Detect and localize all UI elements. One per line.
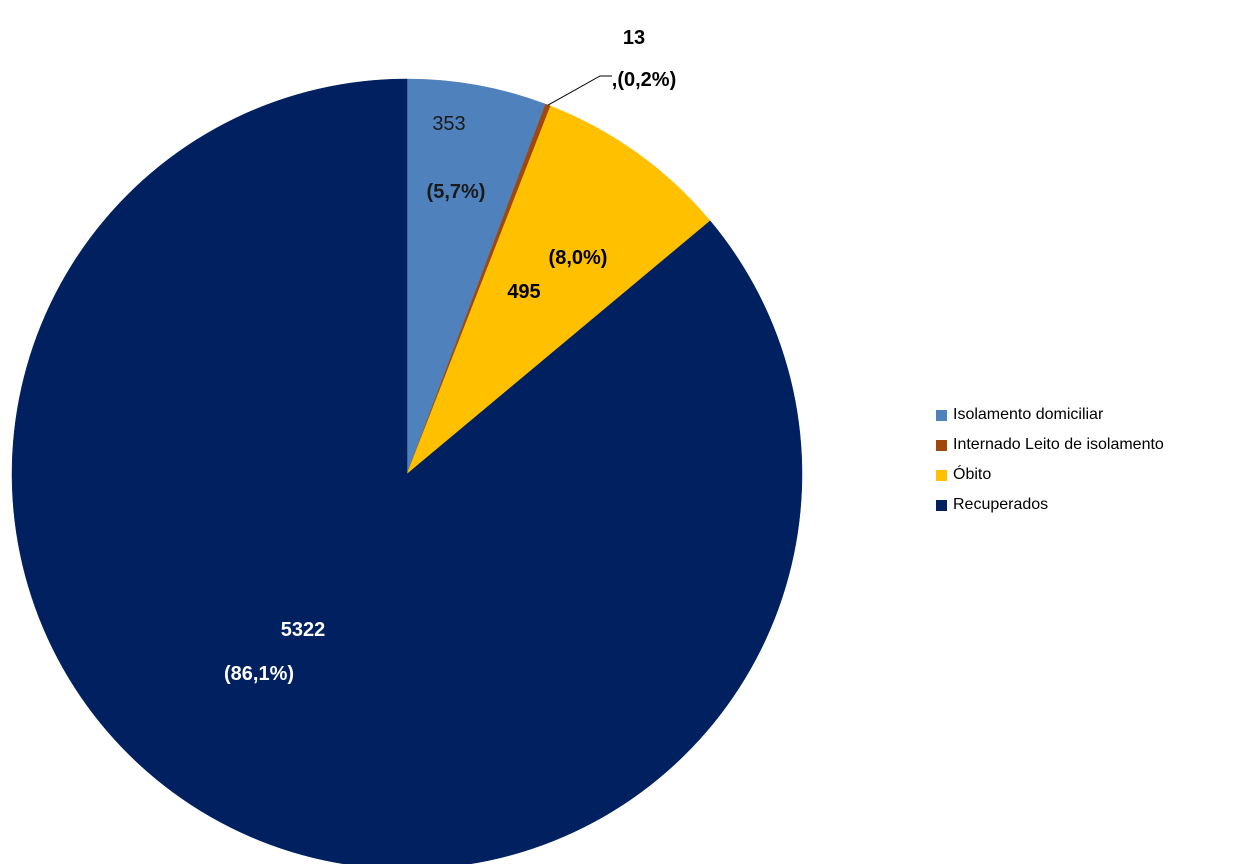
legend-swatch <box>936 469 947 481</box>
legend-item-obito: Óbito <box>936 460 1236 490</box>
pie-slice-2 <box>406 105 711 475</box>
data-label-percent-1: ,(0,2%) <box>612 69 676 91</box>
legend-label: Óbito <box>953 466 992 483</box>
leader-line <box>547 75 612 106</box>
data-label-value-2: 495 <box>507 281 540 303</box>
chart-legend: Isolamento domiciliar Internado Leito de… <box>936 400 1236 520</box>
pie-slice-3 <box>11 78 803 864</box>
data-label-percent-3: (86,1%) <box>224 663 294 685</box>
pie-slice-0 <box>406 78 546 475</box>
data-label-value-1: 13 <box>623 27 645 49</box>
legend-item-recuperados: Recuperados <box>936 490 1236 520</box>
data-label-percent-2: (8,0%) <box>549 247 608 269</box>
legend-swatch <box>936 439 947 451</box>
data-label-percent-0: (5,7%) <box>427 181 486 203</box>
legend-label: Internado Leito de isolamento <box>953 436 1164 453</box>
data-label-value-3: 5322 <box>281 619 326 641</box>
data-label-value-0: 353 <box>432 113 465 135</box>
legend-label: Isolamento domiciliar <box>953 406 1104 423</box>
legend-label: Recuperados <box>953 496 1049 513</box>
legend-item-isolamento-domiciliar: Isolamento domiciliar <box>936 400 1236 430</box>
legend-item-internado-leito: Internado Leito de isolamento <box>936 430 1236 460</box>
legend-swatch <box>936 499 947 511</box>
legend-swatch <box>936 409 947 421</box>
